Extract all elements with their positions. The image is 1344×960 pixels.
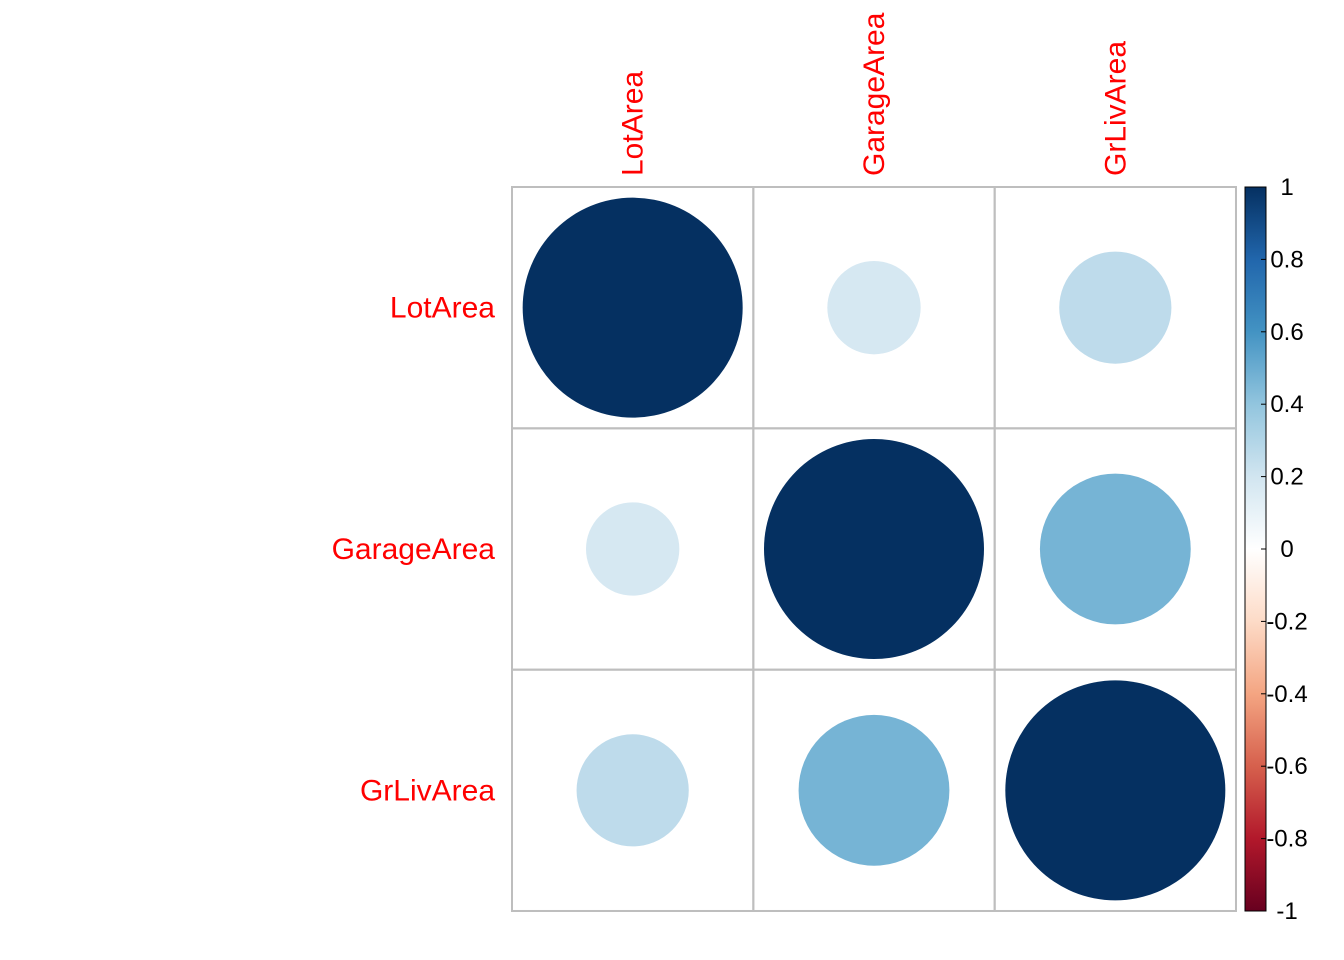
colorbar-tick-label: 0.8 [1270, 246, 1303, 273]
correlation-circle-GarageArea-GrLivArea [1039, 473, 1191, 625]
colorbar-tick-label: -0.6 [1266, 753, 1307, 780]
grid [511, 186, 1237, 912]
column-label-LotArea: LotArea [617, 71, 650, 176]
colorbar-tick-label: 0.4 [1270, 391, 1303, 418]
correlation-circle-GarageArea-GarageArea [763, 438, 984, 659]
correlation-circle-GrLivArea-GarageArea [798, 714, 950, 866]
colorbar-tick-label: 0.6 [1270, 319, 1303, 346]
correlation-circles [522, 197, 1226, 901]
row-label-GarageArea: GarageArea [332, 533, 496, 566]
colorbar-tick-label: -0.2 [1266, 608, 1307, 635]
column-label-GrLivArea: GrLivArea [1099, 41, 1132, 176]
grid-cell [993, 668, 1237, 912]
row-label-GrLivArea: GrLivArea [360, 774, 495, 807]
colorbar: 1 0.8 0.6 0.4 0.2 0 -0.2 -0.4 -0.6 -0.8 -1 [1244, 174, 1308, 925]
correlation-circle-LotArea-GrLivArea [1059, 251, 1172, 364]
colorbar-tick-label: -0.8 [1266, 826, 1307, 853]
correlation-circle-LotArea-GarageArea [827, 260, 921, 355]
column-labels: LotArea GarageArea GrLivArea [617, 12, 1133, 176]
colorbar-tick-label: 1 [1280, 174, 1293, 201]
row-label-LotArea: LotArea [390, 292, 495, 325]
colorbar-tick-label: 0 [1280, 536, 1293, 563]
colorbar-tick-label: -0.4 [1266, 681, 1307, 708]
correlation-circle-GarageArea-LotArea [585, 502, 680, 596]
colorbar-tick-label: 0.2 [1270, 464, 1303, 491]
correlation-circle-GrLivArea-LotArea [576, 734, 689, 847]
correlation-circle-LotArea-LotArea [522, 197, 743, 418]
row-labels: LotArea GarageArea GrLivArea [332, 292, 496, 808]
colorbar-tick-label: -1 [1276, 898, 1297, 925]
correlation-circle-GrLivArea-GrLivArea [1005, 680, 1226, 901]
column-label-GarageArea: GarageArea [858, 12, 891, 176]
